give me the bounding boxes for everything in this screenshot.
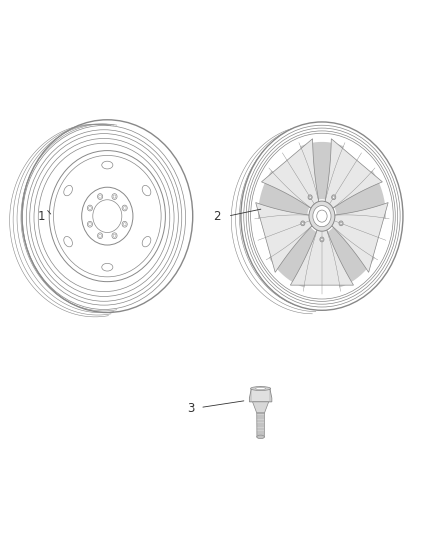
Ellipse shape [98, 193, 102, 199]
Ellipse shape [255, 387, 266, 390]
Polygon shape [324, 139, 382, 210]
Polygon shape [300, 142, 344, 200]
Polygon shape [253, 402, 268, 413]
Polygon shape [249, 387, 272, 402]
Ellipse shape [320, 237, 324, 242]
Ellipse shape [88, 206, 92, 209]
Ellipse shape [123, 223, 126, 226]
Ellipse shape [257, 435, 265, 439]
Polygon shape [290, 227, 353, 285]
Ellipse shape [123, 206, 126, 209]
Ellipse shape [332, 195, 336, 200]
Ellipse shape [64, 185, 72, 196]
Text: 3: 3 [187, 402, 194, 415]
Ellipse shape [122, 205, 127, 211]
Ellipse shape [113, 195, 116, 198]
Text: 2: 2 [213, 209, 221, 223]
Ellipse shape [122, 221, 127, 227]
Ellipse shape [302, 222, 304, 224]
Ellipse shape [88, 223, 92, 226]
Ellipse shape [317, 210, 327, 222]
Ellipse shape [102, 263, 113, 271]
Ellipse shape [321, 238, 323, 241]
Ellipse shape [308, 195, 312, 200]
Polygon shape [256, 203, 314, 272]
Ellipse shape [88, 205, 92, 211]
Polygon shape [258, 171, 311, 219]
Polygon shape [269, 225, 318, 287]
Ellipse shape [142, 185, 151, 196]
Polygon shape [333, 171, 386, 219]
Text: 1: 1 [38, 209, 46, 223]
Ellipse shape [142, 237, 151, 247]
Ellipse shape [64, 237, 72, 247]
Ellipse shape [112, 233, 117, 239]
Polygon shape [261, 139, 320, 210]
Ellipse shape [340, 222, 342, 224]
Polygon shape [326, 225, 375, 287]
Polygon shape [257, 413, 265, 437]
Ellipse shape [99, 234, 102, 237]
Ellipse shape [88, 221, 92, 227]
Polygon shape [329, 203, 388, 272]
Ellipse shape [93, 200, 122, 232]
Ellipse shape [251, 386, 271, 391]
Ellipse shape [309, 196, 311, 198]
Ellipse shape [82, 187, 133, 245]
Ellipse shape [241, 122, 403, 310]
Ellipse shape [99, 195, 102, 198]
Ellipse shape [301, 221, 305, 226]
Ellipse shape [102, 161, 113, 169]
Ellipse shape [313, 206, 331, 227]
Ellipse shape [333, 196, 335, 198]
Ellipse shape [112, 193, 117, 199]
Ellipse shape [309, 201, 335, 231]
Ellipse shape [251, 133, 393, 299]
Ellipse shape [98, 233, 102, 239]
Ellipse shape [113, 234, 116, 237]
Ellipse shape [339, 221, 343, 226]
